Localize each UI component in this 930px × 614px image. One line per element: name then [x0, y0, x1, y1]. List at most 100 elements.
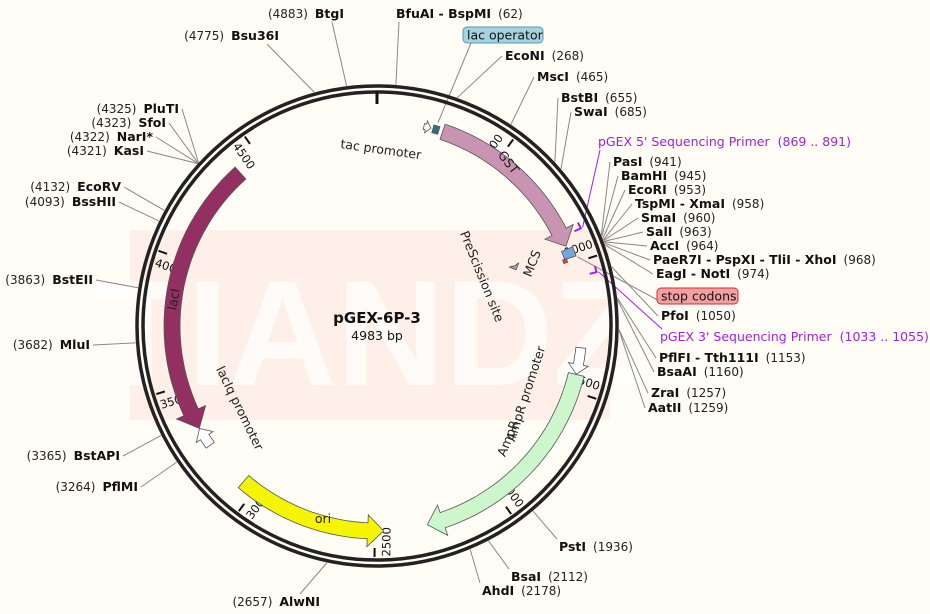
svg-text:lac operator: lac operator: [467, 28, 544, 43]
leader-line: [603, 217, 639, 242]
leader-line: [299, 562, 328, 595]
leader-line: [140, 461, 178, 488]
tick-mark: [244, 135, 251, 145]
feature-label: ori: [315, 511, 331, 526]
leader-line: [560, 111, 572, 169]
enzyme-label-eagi-noti[interactable]: EagI - NotI (974): [656, 266, 769, 281]
primer-mark[interactable]: [574, 222, 583, 233]
enzyme-label-nari-[interactable]: (4322) NarI*: [70, 129, 154, 144]
feature-ampr[interactable]: [426, 372, 585, 537]
leader-line: [181, 108, 199, 163]
feature-label: lacI: [164, 287, 183, 311]
enzyme-label-bsshii[interactable]: (4093) BssHII: [25, 194, 116, 209]
leader-line: [331, 21, 348, 87]
enzyme-label-sali[interactable]: SalI (963): [646, 224, 712, 239]
enzyme-label-ahdi[interactable]: AhdI (2178): [482, 583, 561, 598]
enzyme-label-acci[interactable]: AccI (964): [650, 238, 718, 253]
leader-line: [618, 329, 649, 394]
tick-mark: [507, 138, 514, 148]
enzyme-label-pasi[interactable]: PasI (941): [613, 154, 682, 169]
leader-line: [604, 244, 654, 275]
tick-mark: [588, 254, 598, 260]
leader-line: [118, 201, 160, 222]
primer-label[interactable]: pGEX 5' Sequencing Primer (869 .. 891): [598, 134, 851, 149]
enzyme-label-bsaai[interactable]: BsaAI (1160): [657, 364, 744, 379]
leader-line: [456, 55, 503, 99]
enzyme-label-zrai[interactable]: ZraI (1257): [651, 385, 726, 400]
enzyme-label-pluti[interactable]: (4325) PluTI: [97, 101, 179, 116]
svg-text:stop codons: stop codons: [661, 289, 737, 304]
stop-codons-label[interactable]: stop codons: [656, 287, 739, 305]
leader-line: [617, 299, 655, 373]
backbone-outer: [135, 84, 619, 568]
tick-label: 4500: [230, 140, 258, 172]
tick-label: 2500: [379, 527, 393, 556]
leader-line: [95, 279, 139, 289]
leader-line: [602, 189, 626, 239]
leader-line: [266, 43, 315, 93]
tick-mark: [155, 390, 166, 396]
tick-mark: [505, 506, 512, 515]
primer-mark[interactable]: [589, 265, 598, 275]
leader-line: [618, 329, 646, 409]
enzyme-label-alwni[interactable]: (2657) AlwNI: [232, 594, 320, 609]
leader-line: [603, 231, 644, 243]
feature-laci[interactable]: [163, 166, 247, 429]
enzyme-label-bamhi[interactable]: BamHI (945): [621, 168, 706, 183]
feature-laciq-promoter[interactable]: [195, 428, 215, 449]
leader-line: [510, 76, 535, 125]
primer-label[interactable]: pGEX 3' Sequencing Primer (1033 .. 1055): [660, 329, 929, 344]
enzyme-label-pflfi-tth111i[interactable]: PflFI - Tth111I (1153): [659, 350, 806, 365]
primer-leader: [582, 149, 601, 228]
lac-operator-label[interactable]: lac operator: [462, 26, 544, 44]
leader-line: [577, 256, 666, 305]
enzyme-label-bfuai-bspmi[interactable]: BfuAI - BspMI (62): [396, 6, 523, 21]
leader-line: [469, 549, 481, 584]
enzyme-label-aatii[interactable]: AatII (1259): [648, 400, 728, 415]
enzyme-label-kasi[interactable]: (4321) KasI: [67, 143, 144, 158]
leader-line: [602, 203, 633, 241]
feature-ampr-promoter[interactable]: [567, 346, 590, 375]
leader-line: [603, 241, 648, 247]
enzyme-label-ecorv[interactable]: (4132) EcoRV: [30, 179, 121, 194]
enzyme-label-bstapi[interactable]: (3365) BstAPI: [27, 448, 120, 463]
enzyme-label-psti[interactable]: PstI (1936): [559, 539, 633, 554]
leader-line: [488, 540, 510, 570]
leader-line: [437, 42, 472, 124]
leader-line: [532, 510, 558, 540]
enzyme-label-tspmi-xmai[interactable]: TspMI - XmaI (958): [635, 196, 764, 211]
feature-stop-codons[interactable]: [562, 258, 568, 265]
leader-line: [92, 342, 136, 346]
plasmid-length: 4983 bp: [351, 328, 403, 343]
watermark-background: [130, 230, 610, 420]
leader-line: [146, 150, 198, 165]
enzyme-label-bsteii[interactable]: (3863) BstEII: [5, 272, 93, 287]
enzyme-label-mlui[interactable]: (3682) MluI: [13, 337, 90, 352]
enzyme-label-pflmi[interactable]: (3264) PflMI: [56, 479, 138, 494]
feature-ori[interactable]: [237, 474, 385, 548]
leader-line: [554, 97, 559, 162]
enzyme-label-paer7i-pspxi-tlii-xhoi[interactable]: PaeR7I - PspXI - TliI - XhoI (968): [653, 252, 876, 267]
enzyme-label-pfoi[interactable]: PfoI (1050): [661, 308, 736, 323]
enzyme-label-bstbi[interactable]: BstBI (655): [561, 90, 637, 105]
enzyme-label-bsai[interactable]: BsaI (2112): [511, 569, 588, 584]
feature-label: tac promoter: [340, 136, 424, 162]
enzyme-label-econi[interactable]: EcoNI (268): [505, 48, 584, 63]
tick-mark: [158, 249, 168, 255]
feature-tac-promoter[interactable]: [422, 119, 432, 134]
feature-prescission-site[interactable]: [508, 262, 520, 271]
enzyme-label-ecori[interactable]: EcoRI (953): [628, 182, 706, 197]
enzyme-label-bsu36i[interactable]: (4775) Bsu36I: [184, 28, 279, 43]
enzyme-label-sfoi[interactable]: (4323) SfoI: [91, 115, 166, 130]
tick-mark: [587, 395, 597, 400]
enzyme-label-msci[interactable]: MscI (465): [537, 69, 608, 84]
leader-line: [168, 122, 199, 164]
enzyme-label-smai[interactable]: SmaI (960): [641, 210, 715, 225]
enzyme-label-btgi[interactable]: (4883) BtgI: [268, 6, 344, 21]
feature-lac-operator[interactable]: [431, 124, 441, 135]
enzyme-label-swai[interactable]: SwaI (685): [574, 104, 647, 119]
leader-line: [600, 161, 611, 236]
feature-gst[interactable]: [439, 123, 574, 247]
